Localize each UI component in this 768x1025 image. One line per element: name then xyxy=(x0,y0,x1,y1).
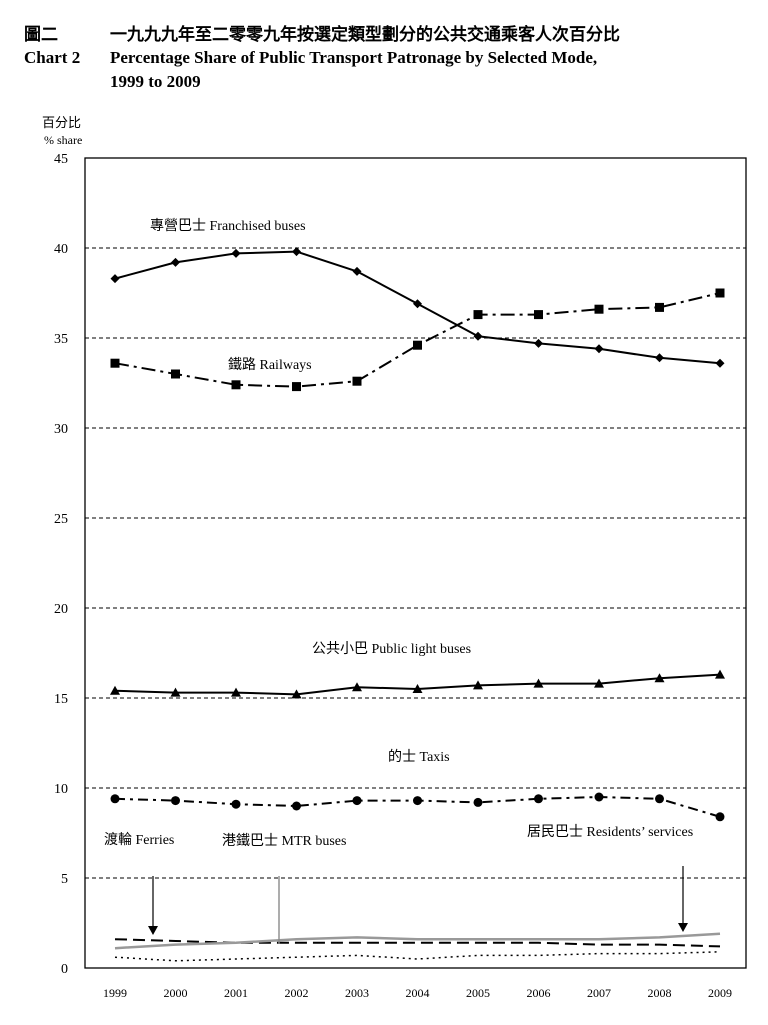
chart-title-en-line2: 1999 to 2009 xyxy=(110,72,201,91)
x-tick-label: 2004 xyxy=(406,986,430,1000)
chart-number-zh: 圖二 xyxy=(24,25,58,44)
data-point-franchised-buses xyxy=(413,299,422,309)
data-point-railways xyxy=(110,358,120,368)
y-tick-label: 40 xyxy=(54,242,68,257)
data-point-railways xyxy=(292,382,301,392)
data-point-taxis xyxy=(110,794,120,804)
data-point-franchised-buses xyxy=(534,338,543,348)
y-axis-label-zh: 百分比 xyxy=(42,115,81,130)
annotation-taxis: 的士 Taxis xyxy=(388,749,450,765)
annotation-residents-services: 居民巴士 Residents’ services xyxy=(527,824,693,840)
y-tick-label: 20 xyxy=(54,602,68,617)
data-point-franchised-buses xyxy=(171,257,180,267)
series-line-residents-services xyxy=(114,951,721,962)
data-point-public-light-buses xyxy=(352,682,362,692)
y-tick-label: 10 xyxy=(54,782,68,797)
data-point-public-light-buses xyxy=(594,678,604,688)
data-point-franchised-buses xyxy=(352,266,362,276)
chart-title-zh-row: 圖二 一九九九年至二零零九年按選定類型劃分的公共交通乘客人次百分比 xyxy=(24,20,620,45)
data-point-railways xyxy=(352,376,362,386)
data-point-public-light-buses xyxy=(110,685,120,695)
data-point-taxis xyxy=(292,801,301,811)
residents-arrow-head xyxy=(678,923,688,932)
chart-title-en-row2: 1999 to 2009 xyxy=(24,72,201,92)
annotation-franchised-buses: 專營巴士 Franchised buses xyxy=(150,218,306,234)
annotation-public-light-buses: 公共小巴 Public light buses xyxy=(312,641,471,657)
annotation-ferries: 渡輪 Ferries xyxy=(104,831,174,848)
y-tick-label: 45 xyxy=(54,152,68,167)
series-line-railways xyxy=(114,292,721,388)
series-residents-services xyxy=(114,951,721,962)
data-point-railways xyxy=(171,369,180,379)
data-point-franchised-buses xyxy=(715,358,725,368)
x-tick-label: 2009 xyxy=(708,986,732,1000)
y-tick-label: 35 xyxy=(54,332,68,347)
data-point-public-light-buses xyxy=(412,684,423,693)
x-tick-label: 2003 xyxy=(345,986,369,1000)
x-tick-label: 2001 xyxy=(224,986,248,1000)
data-point-franchised-buses xyxy=(231,248,241,258)
data-point-public-light-buses xyxy=(170,687,181,697)
data-point-franchised-buses xyxy=(594,344,604,354)
series-mtr-buses xyxy=(114,932,721,950)
series-franchised-buses xyxy=(110,247,725,368)
y-tick-label: 0 xyxy=(61,962,68,977)
data-point-taxis xyxy=(594,792,604,802)
series-railways xyxy=(110,288,725,392)
data-point-franchised-buses xyxy=(292,247,301,257)
chart-title-zh: 一九九九年至二零零九年按選定類型劃分的公共交通乘客人次百分比 xyxy=(110,25,620,44)
data-point-taxis xyxy=(715,812,725,822)
data-point-public-light-buses xyxy=(473,680,483,690)
series-taxis xyxy=(110,792,725,822)
data-point-railways xyxy=(594,304,604,314)
data-point-franchised-buses xyxy=(473,331,483,341)
y-tick-label: 25 xyxy=(54,512,68,527)
data-point-taxis xyxy=(655,794,664,804)
x-tick-label: 2006 xyxy=(527,986,551,1000)
data-point-railways xyxy=(473,310,483,320)
data-point-railways xyxy=(534,310,543,320)
data-point-public-light-buses xyxy=(715,669,725,679)
x-tick-label: 1999 xyxy=(103,986,127,1000)
chart-number-en: Chart 2 xyxy=(24,48,81,67)
y-tick-label: 15 xyxy=(54,692,68,707)
data-point-taxis xyxy=(473,797,483,807)
y-tick-label: 30 xyxy=(54,422,68,437)
data-point-railways xyxy=(655,302,664,312)
data-point-railways xyxy=(231,380,241,390)
annotation-railways: 鐵路 Railways xyxy=(228,356,312,373)
data-point-taxis xyxy=(171,796,180,806)
data-point-taxis xyxy=(352,796,362,806)
x-tick-label: 2008 xyxy=(648,986,672,1000)
ferries-arrow-head xyxy=(148,926,158,935)
data-point-public-light-buses xyxy=(291,689,302,699)
x-tick-label: 2007 xyxy=(587,986,611,1000)
data-point-taxis xyxy=(534,794,543,804)
data-point-railways xyxy=(413,340,422,350)
data-point-public-light-buses xyxy=(533,678,544,688)
chart-title-en-line1: Percentage Share of Public Transport Pat… xyxy=(110,48,598,67)
y-axis-label-en: % share xyxy=(44,133,82,147)
data-point-public-light-buses xyxy=(231,687,241,697)
x-tick-label: 2000 xyxy=(164,986,188,1000)
data-point-railways xyxy=(715,288,725,298)
x-tick-label: 2002 xyxy=(285,986,309,1000)
data-point-franchised-buses xyxy=(110,274,120,284)
annotation-mtr-buses: 港鐵巴士 MTR buses xyxy=(222,832,346,849)
data-point-public-light-buses xyxy=(654,673,665,683)
plot-frame xyxy=(84,157,747,969)
data-point-taxis xyxy=(413,796,422,806)
data-point-taxis xyxy=(231,799,241,809)
y-tick-label: 5 xyxy=(61,872,68,887)
x-tick-label: 2005 xyxy=(466,986,490,1000)
data-point-franchised-buses xyxy=(655,353,664,363)
chart-title-en-row: Chart 2 Percentage Share of Public Transp… xyxy=(24,48,597,68)
series-public-light-buses xyxy=(110,669,725,699)
series-line-mtr-buses xyxy=(114,932,721,950)
